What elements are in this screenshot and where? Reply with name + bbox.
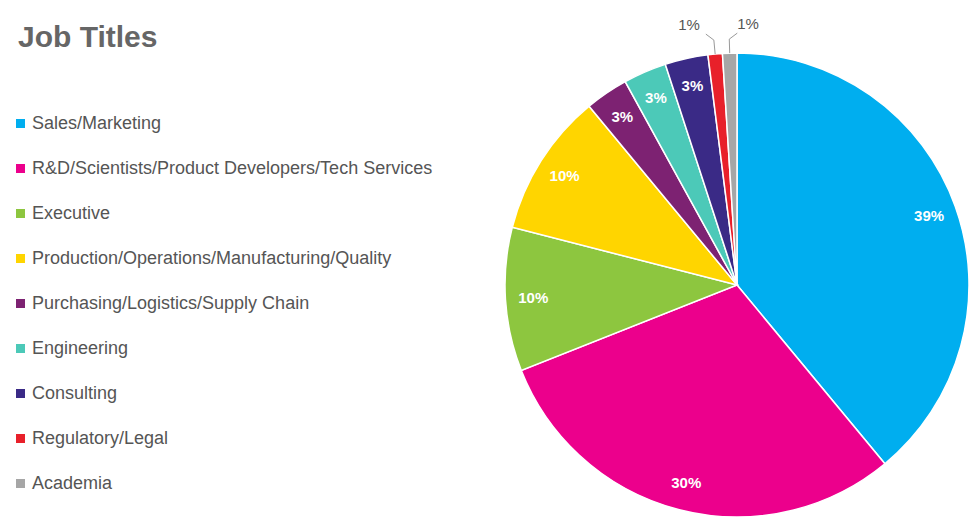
svg-text:10%: 10% bbox=[518, 289, 548, 306]
html-text:Regulatory/Legal: Regulatory/Legal bbox=[32, 427, 169, 448]
html-text:R&D/Scientists/Product Develop: R&D/Scientists/Product Developers/Tech S… bbox=[32, 157, 433, 178]
svg-text:10%: 10% bbox=[550, 167, 580, 184]
html-text:Purchasing/Logistics/Supply Ch: Purchasing/Logistics/Supply Chain bbox=[32, 292, 310, 313]
svg-text:30%: 30% bbox=[671, 474, 701, 491]
html-text:Consulting: Consulting bbox=[32, 382, 118, 403]
svg-text:1%: 1% bbox=[737, 15, 759, 32]
svg-text:39%: 39% bbox=[914, 207, 944, 224]
html-text:Academia: Academia bbox=[32, 472, 112, 493]
html-text:Engineering: Engineering bbox=[32, 337, 129, 358]
svg-text:3%: 3% bbox=[645, 89, 667, 106]
html-text:Job Titles: Job Titles bbox=[18, 20, 158, 53]
html-text:Production/Operations/Manufact: Production/Operations/Manufacturing/Qual… bbox=[32, 247, 392, 268]
svg-text:3%: 3% bbox=[682, 77, 704, 94]
html-text:Sales/Marketing: Sales/Marketing bbox=[32, 112, 162, 133]
html-text:Executive: Executive bbox=[32, 202, 110, 223]
svg-text:1%: 1% bbox=[678, 16, 700, 33]
svg-text:3%: 3% bbox=[611, 108, 633, 125]
